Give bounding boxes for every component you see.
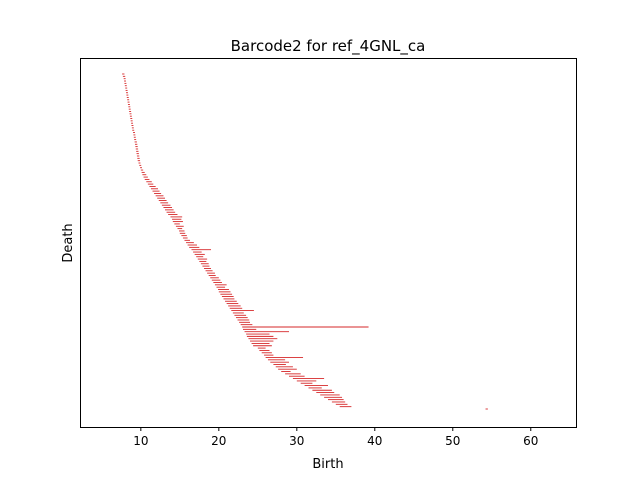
x-tick-label: 30	[289, 434, 304, 448]
y-axis-label: Death	[61, 223, 76, 262]
chart-title: Barcode2 for ref_4GNL_ca	[231, 37, 426, 56]
x-axis-label: Birth	[312, 457, 343, 472]
x-tick-label: 60	[523, 434, 538, 448]
plot-frame	[80, 58, 577, 428]
x-tick-label: 40	[367, 434, 382, 448]
x-axis-ticks: 10 20 30 40 50 60	[133, 427, 538, 448]
x-tick-label: 50	[445, 434, 460, 448]
bars-layer	[122, 73, 488, 410]
x-tick-label: 10	[133, 434, 148, 448]
x-tick-label: 20	[211, 434, 226, 448]
